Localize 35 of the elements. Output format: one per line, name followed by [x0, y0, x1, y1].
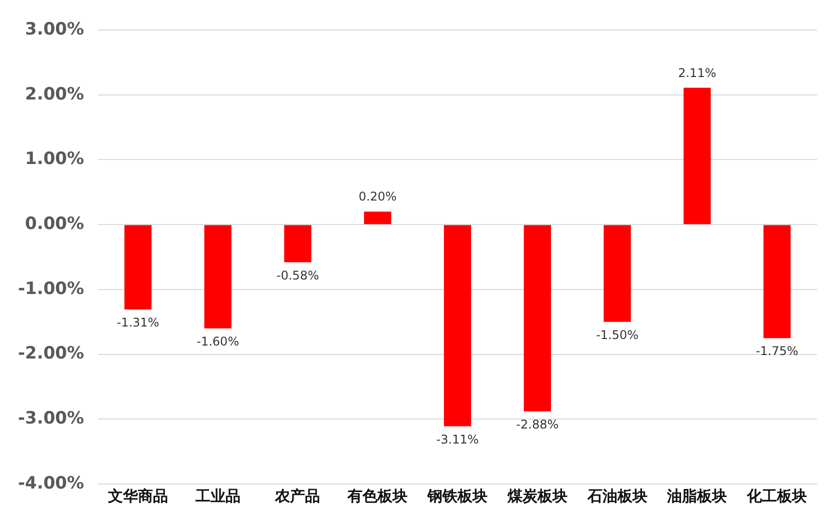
data-label: 2.11%: [678, 66, 716, 80]
x-tick-label: 石油板块: [586, 486, 648, 505]
y-tick-label: -3.00%: [18, 408, 84, 429]
bar: [204, 225, 232, 328]
bar: [444, 225, 472, 426]
bar: [124, 225, 152, 310]
x-tick-label: 钢铁板块: [426, 486, 488, 505]
y-tick-label: -4.00%: [18, 473, 84, 494]
bar: [684, 88, 711, 224]
bar: [364, 212, 392, 224]
bar: [524, 225, 551, 412]
data-label: -2.88%: [516, 417, 559, 432]
x-tick-label: 油脂板块: [666, 486, 728, 505]
data-label: -1.75%: [756, 344, 798, 358]
y-tick-label: 0.00%: [25, 214, 84, 234]
x-tick-label: 煤炭板块: [506, 486, 568, 505]
bar: [604, 225, 631, 322]
y-tick-label: -2.00%: [18, 344, 84, 364]
data-label: -1.60%: [196, 334, 240, 348]
data-label: 0.20%: [358, 190, 397, 204]
data-label: -1.50%: [596, 328, 639, 342]
x-tick-label: 工业品: [194, 486, 240, 505]
y-tick-label: 3.00%: [25, 19, 84, 40]
y-tick-label: 2.00%: [25, 84, 84, 104]
data-label: -3.11%: [436, 432, 479, 446]
x-tick-label: 文华商品: [106, 486, 168, 505]
data-label: -0.58%: [276, 268, 319, 282]
x-tick-label: 农产品: [274, 486, 320, 505]
y-tick-label: 1.00%: [25, 149, 84, 170]
y-tick-label: -1.00%: [18, 278, 84, 299]
bar: [284, 225, 312, 262]
x-tick-label: 有色板块: [346, 486, 408, 505]
x-tick-label: 化工板块: [746, 486, 808, 505]
data-label: -1.31%: [116, 316, 160, 330]
bar: [763, 225, 791, 338]
